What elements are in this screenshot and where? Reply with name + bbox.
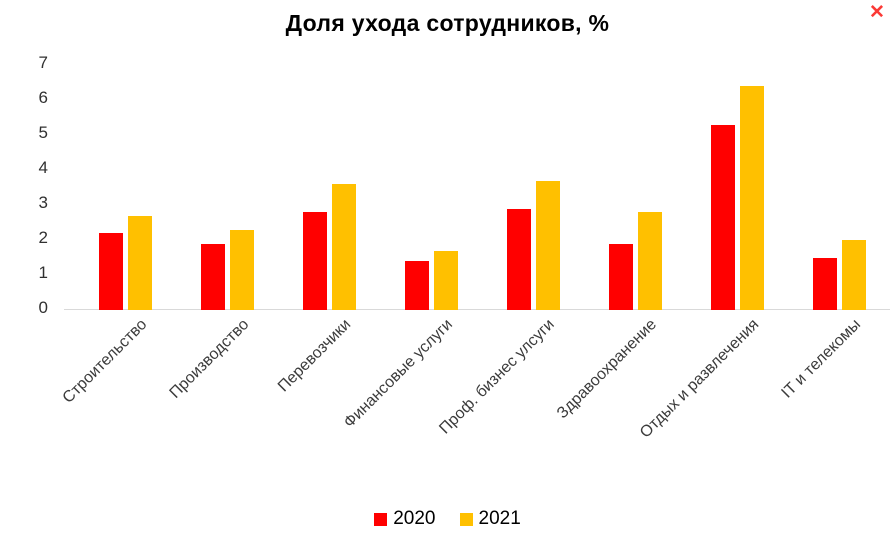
bar-group [74, 65, 176, 310]
bar-2021 [535, 180, 560, 310]
bar-group [278, 65, 380, 310]
legend-label: 2021 [478, 508, 521, 529]
bar-group [584, 65, 686, 310]
y-axis-tick-label: 2 [38, 228, 48, 247]
legend: 2020 2021 [0, 508, 895, 530]
bar-group [176, 65, 278, 310]
y-axis-tick-label: 7 [38, 53, 48, 72]
y-axis-tick-label: 4 [38, 158, 48, 177]
bar-2020 [506, 208, 531, 310]
x-axis-line [64, 309, 890, 310]
x-axis-label: Перевозчики [274, 316, 355, 396]
bar-2020 [608, 243, 633, 310]
bar-2020 [812, 257, 837, 310]
x-axis-label: Отдых и развлечения [636, 316, 763, 442]
bar-2021 [841, 240, 866, 310]
x-axis-label: Производство [166, 316, 253, 402]
y-axis-tick-label: 5 [38, 123, 48, 142]
bar-group [788, 65, 890, 310]
bar-2020 [302, 212, 327, 310]
x-axis-label: IT и телекомы [778, 316, 865, 402]
bar-group [482, 65, 584, 310]
bar-2020 [200, 243, 225, 310]
bar-2021 [637, 212, 662, 310]
chart-title: Доля ухода сотрудников, % [285, 10, 610, 36]
legend-item-2021: 2021 [459, 508, 521, 530]
x-axis-label: Финансовые услуги [340, 316, 457, 432]
plot-area [74, 65, 890, 310]
bar-2020 [404, 261, 429, 310]
y-axis-tick-label: 0 [38, 298, 48, 317]
bar-2021 [229, 229, 254, 310]
bar-group [686, 65, 788, 310]
x-axis-label: Строительство [59, 316, 151, 407]
x-axis-label: Проф. бизнес улсуги [436, 316, 559, 438]
y-axis-tick-label: 3 [38, 193, 48, 212]
legend-item-2020: 2020 [374, 508, 436, 530]
bar-group [380, 65, 482, 310]
legend-swatch-icon [374, 513, 388, 526]
legend-label: 2020 [393, 508, 436, 529]
bar-2021 [433, 250, 458, 310]
bar-2020 [710, 124, 735, 310]
y-axis-tick-label: 1 [38, 263, 48, 282]
bar-2021 [739, 86, 764, 310]
y-axis-tick-label: 6 [38, 88, 48, 107]
legend-swatch-icon [459, 513, 473, 526]
bar-2021 [331, 184, 356, 310]
bar-2020 [98, 233, 123, 310]
x-axis-label: Здравоохранение [553, 316, 661, 423]
bar-2021 [127, 215, 152, 310]
close-icon[interactable]: ✕ [869, 2, 885, 23]
